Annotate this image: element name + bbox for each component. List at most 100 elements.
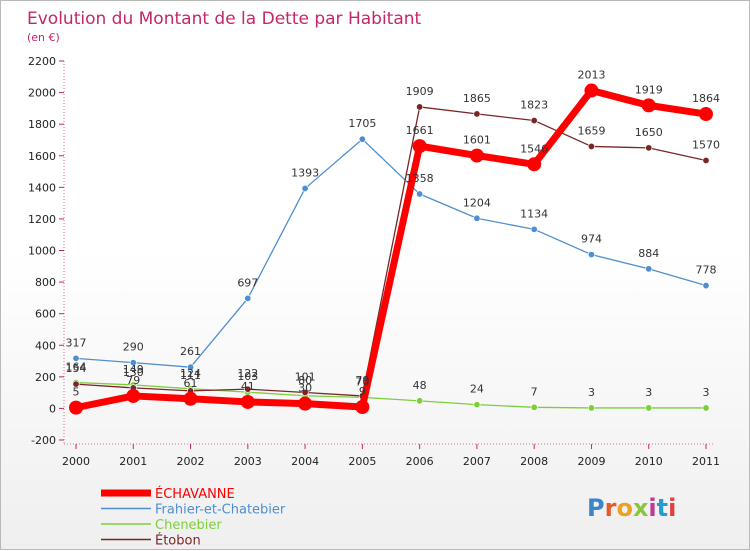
series-line	[75, 106, 707, 397]
logo-letter: o	[616, 494, 633, 522]
data-point	[473, 110, 481, 118]
data-point	[416, 103, 424, 111]
data-label: 1358	[406, 172, 434, 185]
data-label: 130	[123, 366, 144, 379]
data-label: 2013	[577, 69, 605, 82]
data-label: 79	[126, 374, 140, 387]
data-label: 1661	[406, 124, 434, 137]
data-label: 103	[237, 370, 258, 383]
series-line	[75, 138, 707, 368]
x-tick-label: 2001	[119, 455, 147, 468]
data-label: 80	[298, 374, 312, 387]
data-point	[244, 294, 252, 302]
x-tick-label: 2011	[692, 455, 720, 468]
data-point	[473, 401, 481, 409]
data-point	[240, 394, 255, 409]
data-label: 122	[237, 367, 258, 380]
x-tick-label: 2009	[577, 455, 605, 468]
data-label: 1659	[577, 124, 605, 137]
data-label: 1864	[692, 92, 720, 105]
chart-subtitle: (en €)	[27, 31, 60, 44]
legend-label: ÉCHAVANNE	[155, 486, 235, 502]
data-label: 124	[180, 367, 201, 380]
data-label: 778	[696, 264, 717, 277]
proxiti-logo: Proxiti	[587, 494, 676, 522]
data-point	[187, 363, 195, 371]
data-point	[183, 391, 198, 406]
data-label: 1823	[520, 99, 548, 112]
data-point	[355, 399, 370, 414]
data-point	[702, 404, 710, 412]
data-label: 9	[359, 385, 366, 398]
data-point	[527, 157, 542, 172]
data-label: 974	[581, 233, 602, 246]
data-label: 61	[184, 377, 198, 390]
data-label: 697	[237, 276, 258, 289]
data-labels: 5 79 61 41 30 9 1661 1601 1546 2013 1919 1864	[73, 69, 721, 399]
data-point	[645, 404, 653, 412]
data-point	[412, 139, 427, 154]
data-point	[587, 142, 595, 150]
logo-letter: P	[587, 494, 605, 522]
data-label: 5	[73, 386, 80, 399]
y-tick-label: 1000	[28, 245, 56, 258]
data-label: 1865	[463, 92, 491, 105]
data-label: 3	[588, 386, 595, 399]
data-point	[72, 380, 80, 388]
data-point	[301, 388, 309, 396]
x-tick-label: 2002	[177, 455, 205, 468]
data-labels: 164 149 124 103 80 70 48 24 7 3 3 3	[66, 361, 710, 399]
legend: ÉCHAVANNEFrahier-et-ChatebierChenebierÉt…	[101, 486, 286, 549]
data-point	[702, 282, 710, 290]
data-point	[530, 403, 538, 411]
data-label: 111	[180, 369, 201, 382]
data-label: 101	[295, 370, 316, 383]
data-label: 1546	[520, 142, 548, 155]
y-tick-label: 800	[35, 276, 56, 289]
data-label: 1393	[291, 166, 319, 179]
data-label: 1134	[520, 207, 548, 220]
data-point	[129, 359, 137, 367]
y-tick-label: 600	[35, 308, 56, 321]
x-tick-label: 2006	[406, 455, 434, 468]
data-label: 1705	[348, 117, 376, 130]
series-line	[75, 87, 707, 412]
data-label: 41	[241, 380, 255, 393]
data-point	[298, 396, 313, 411]
data-point	[473, 214, 481, 222]
x-tick-label: 2000	[62, 455, 90, 468]
data-point	[301, 184, 309, 192]
x-tick-label: 2003	[234, 455, 262, 468]
series-echavanne	[69, 83, 713, 415]
data-point	[645, 144, 653, 152]
logo-letter: i	[648, 494, 656, 522]
data-label: 79	[355, 374, 369, 387]
data-point	[244, 385, 252, 393]
y-tick-label: 1800	[28, 118, 56, 131]
data-labels: 154 130 111 122 101 79 1909 1865 1823 1659 1650 157…	[66, 85, 721, 387]
series-frahier-et-chatebier	[72, 135, 710, 371]
y-tick-label: 400	[35, 339, 56, 352]
logo-letter: r	[605, 494, 617, 522]
y-tick-label: 1200	[28, 213, 56, 226]
y-tick-label: 1400	[28, 181, 56, 194]
data-point	[587, 404, 595, 412]
legend-label: Étobon	[155, 533, 201, 549]
data-label: 164	[66, 361, 87, 374]
data-point	[72, 354, 80, 362]
y-tick-label: 0	[49, 402, 56, 415]
data-label: 48	[413, 379, 427, 392]
axes: -200 0 200 400 600 800 1000 1200 1400 1600 1800 200…	[28, 55, 720, 468]
x-tick-label: 2007	[463, 455, 491, 468]
data-label: 1570	[692, 138, 720, 151]
data-label: 24	[470, 383, 484, 396]
x-tick-label: 2004	[291, 455, 319, 468]
y-tick-label: -200	[31, 434, 56, 447]
data-label: 3	[645, 386, 652, 399]
x-tick-label: 2010	[635, 455, 663, 468]
y-tick-label: 200	[35, 371, 56, 384]
data-point	[69, 400, 83, 415]
y-tick-label: 2000	[28, 87, 56, 100]
